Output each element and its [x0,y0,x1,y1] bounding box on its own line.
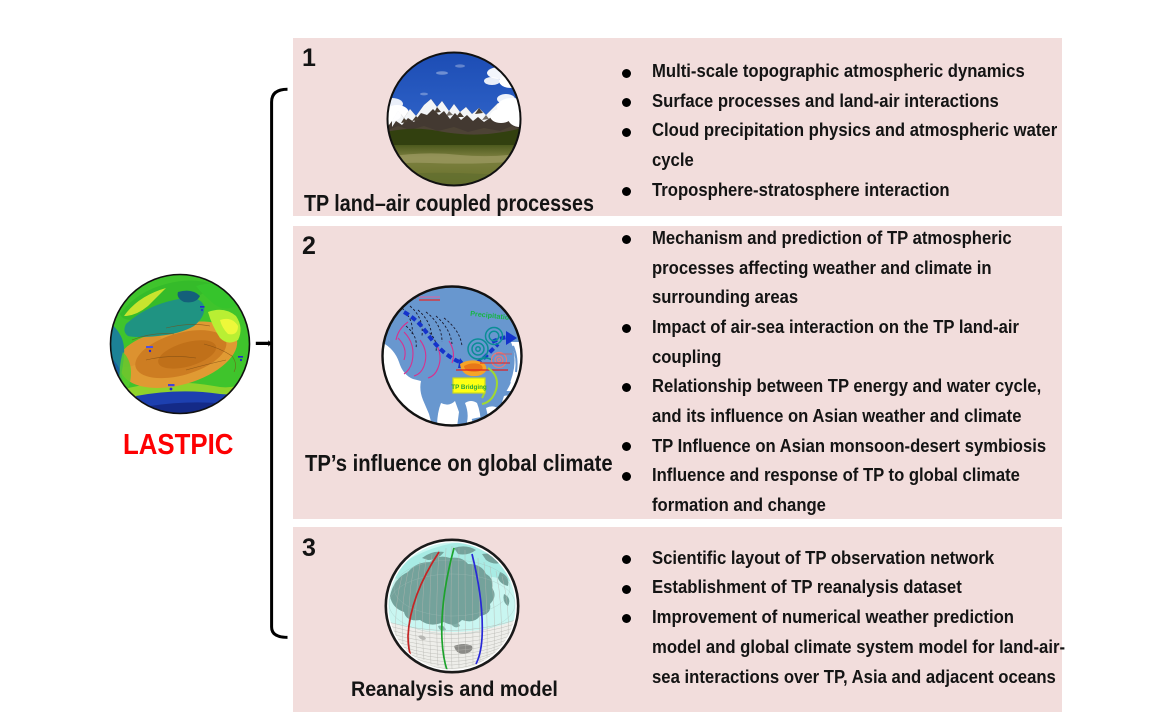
svg-text:TP Bridging: TP Bridging [451,384,487,391]
